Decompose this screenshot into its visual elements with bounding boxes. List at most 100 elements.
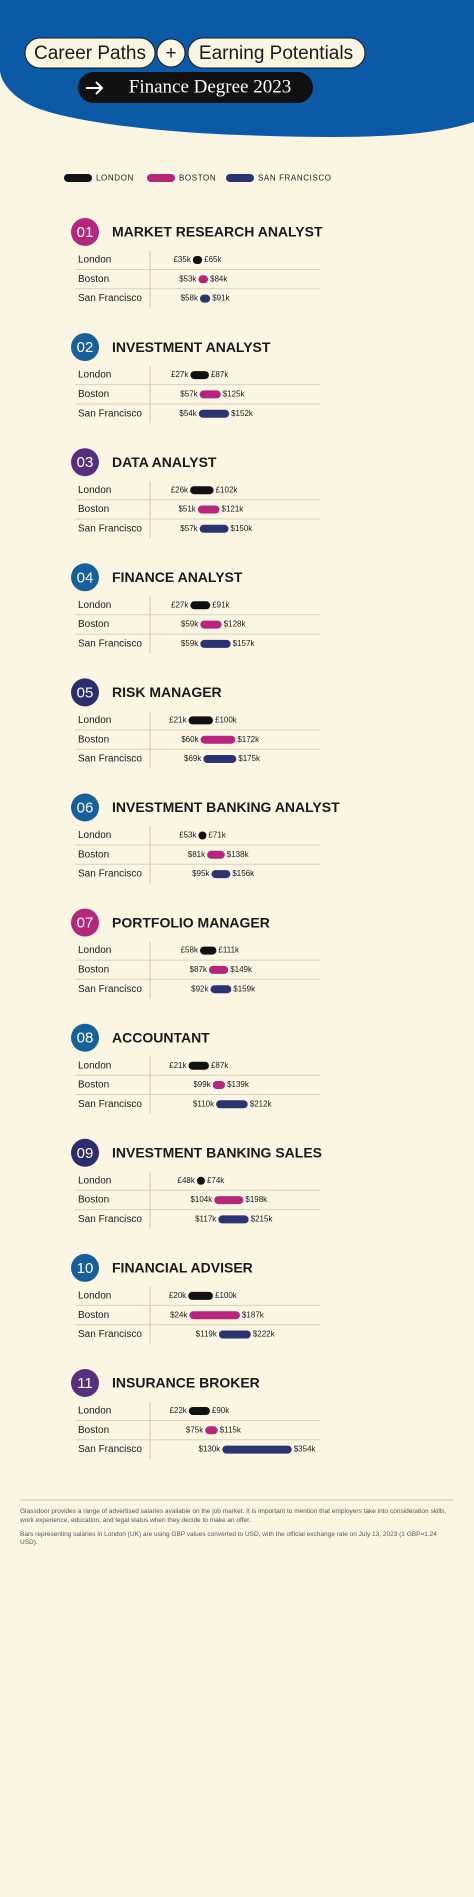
badge-number: 08 [77, 1030, 94, 1047]
legend-label: SAN FRANCISCO [258, 174, 332, 183]
row-label: London [78, 945, 111, 956]
subtitle: Finance Degree 2023 [129, 76, 292, 97]
high-label: £111k [218, 946, 240, 955]
low-label: $87k [190, 965, 208, 974]
arrow-icon [86, 81, 104, 95]
high-label: $354k [294, 1445, 317, 1454]
legend-swatch [147, 174, 175, 182]
range-bar [198, 409, 230, 418]
high-label: $128k [224, 620, 247, 629]
low-label: $95k [192, 869, 210, 878]
legend-label: LONDON [96, 174, 134, 183]
high-label: £90k [212, 1406, 230, 1415]
high-label: $84k [210, 274, 228, 283]
badge [71, 1138, 99, 1167]
row-label: Boston [78, 389, 109, 400]
high-label: $222k [253, 1330, 276, 1339]
low-label: £35k [173, 255, 191, 264]
high-label: $91k [212, 294, 230, 303]
low-label: $58k [181, 294, 199, 303]
high-label: £100k [215, 716, 238, 725]
row-label: Boston [78, 504, 109, 515]
badge-number: 10 [77, 1260, 94, 1277]
row-label: London [78, 830, 111, 841]
range-bar [188, 1407, 210, 1415]
high-label: $121k [222, 505, 245, 514]
row-label: San Francisco [78, 869, 142, 880]
high-label: $138k [227, 850, 250, 859]
high-label: $125k [223, 390, 246, 399]
row-label: London [78, 485, 111, 496]
job-title: INVESTMENT BANKING ANALYST [112, 799, 340, 815]
range-bar [216, 1100, 248, 1109]
range-bar [189, 1311, 240, 1320]
low-label: £21k [169, 716, 187, 725]
low-label: £58k [181, 946, 199, 955]
high-label: $152k [231, 409, 254, 418]
row-label: Boston [78, 734, 109, 745]
badge [71, 908, 99, 937]
range-bar [188, 1061, 209, 1070]
low-label: $104k [190, 1195, 213, 1204]
high-label: $212k [250, 1099, 273, 1108]
badge-number: 09 [77, 1145, 94, 1162]
high-label: $187k [242, 1310, 265, 1319]
low-label: £48k [178, 1176, 196, 1185]
range-bar [205, 1426, 218, 1435]
range-bar [208, 965, 229, 974]
high-label: £102k [216, 485, 239, 494]
range-bar [203, 755, 237, 763]
low-label: $57k [180, 524, 198, 533]
row-label: London [78, 600, 111, 611]
high-label: $157k [233, 639, 256, 648]
row-label: Boston [78, 849, 109, 860]
plus-circle [156, 38, 186, 68]
low-label: £22k [169, 1406, 187, 1415]
row-label: San Francisco [78, 1214, 142, 1225]
badge [71, 1253, 99, 1282]
range-bar [200, 639, 231, 648]
high-label: £65k [204, 255, 222, 264]
low-label: $59k [181, 639, 199, 648]
low-label: £27k [171, 370, 189, 379]
low-label: $69k [184, 754, 202, 763]
low-label: $92k [191, 984, 209, 993]
row-label: London [78, 1060, 111, 1071]
range-bar [222, 1445, 292, 1454]
range-bar [218, 1330, 251, 1339]
range-bar [190, 601, 211, 610]
high-label: $198k [245, 1195, 268, 1204]
pill [187, 37, 366, 69]
job-title: DATA ANALYST [112, 454, 217, 470]
range-bar [210, 985, 232, 994]
footer: Glassdoor provides a range of advertised… [20, 1508, 446, 1546]
subtitle-pill [78, 72, 313, 103]
low-label: $75k [186, 1425, 204, 1434]
badge-number: 11 [77, 1375, 93, 1392]
range-bar [188, 716, 213, 725]
high-label: £87k [211, 1061, 229, 1070]
row-label: San Francisco [78, 523, 142, 534]
row-label: San Francisco [78, 408, 142, 419]
row-label: San Francisco [78, 754, 142, 765]
badge [71, 793, 99, 822]
row-label: London [78, 1406, 111, 1417]
high-label: £100k [215, 1291, 238, 1300]
row-label: Boston [78, 965, 109, 976]
row-label: San Francisco [78, 1099, 142, 1110]
low-label: $59k [181, 620, 199, 629]
job-title: RISK MANAGER [112, 684, 222, 700]
high-label: $156k [232, 869, 255, 878]
badge [71, 333, 99, 362]
range-bar [199, 390, 221, 399]
job-title: INVESTMENT BANKING SALES [112, 1145, 322, 1161]
badge-number: 05 [77, 684, 94, 701]
high-label: £91k [212, 600, 230, 609]
title-plus: + [165, 43, 176, 64]
legend-swatch [64, 174, 92, 182]
high-label: $175k [238, 754, 261, 763]
low-label: £27k [171, 600, 189, 609]
range-bar [199, 946, 217, 955]
range-bar [200, 735, 236, 744]
